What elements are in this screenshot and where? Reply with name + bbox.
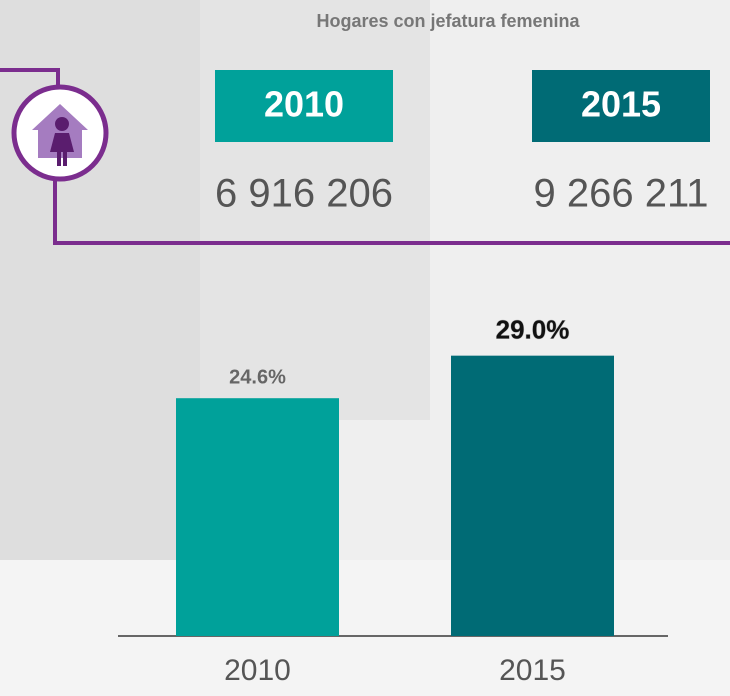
connector-line <box>53 178 730 245</box>
value-label: 24.6% <box>229 366 286 388</box>
x-tick-label: 2010 <box>224 654 291 687</box>
value-label: 29.0% <box>496 315 570 345</box>
connector-line <box>0 68 60 88</box>
background-block <box>0 560 730 696</box>
background-block <box>0 0 200 560</box>
year-box <box>532 70 710 142</box>
total-value: 9 266 211 <box>534 172 709 216</box>
x-tick-label: 2015 <box>499 654 566 687</box>
bar <box>176 398 339 636</box>
header-title: Hogares con jefatura femenina <box>316 11 580 31</box>
total-value: 6 916 206 <box>215 172 393 216</box>
year-box <box>215 70 393 142</box>
year-label: 2015 <box>581 84 661 125</box>
house-icon <box>11 84 109 182</box>
year-label: 2010 <box>264 84 344 125</box>
bar <box>451 355 614 636</box>
